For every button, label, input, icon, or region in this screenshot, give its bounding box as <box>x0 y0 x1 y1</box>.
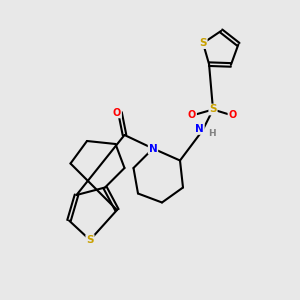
Text: S: S <box>209 104 217 115</box>
Text: O: O <box>228 110 237 121</box>
Text: N: N <box>148 143 158 154</box>
Text: O: O <box>113 107 121 118</box>
Text: H: H <box>208 129 215 138</box>
Text: S: S <box>199 38 207 48</box>
Text: S: S <box>86 235 94 245</box>
Text: N: N <box>195 124 204 134</box>
Text: O: O <box>188 110 196 121</box>
